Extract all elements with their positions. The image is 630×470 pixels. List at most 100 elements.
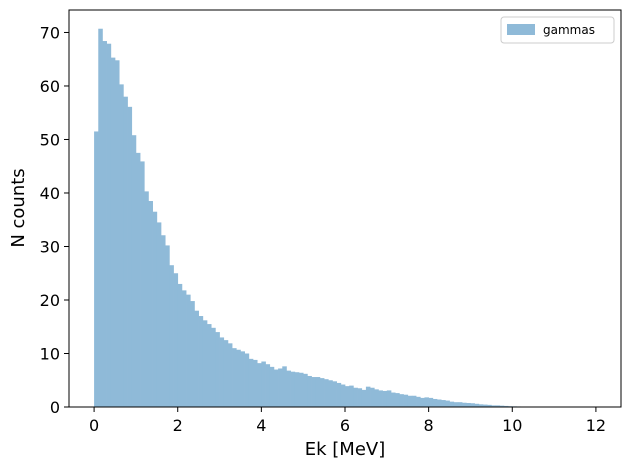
histogram-bar <box>236 349 241 407</box>
histogram-bar <box>194 310 199 407</box>
histogram-bar <box>211 327 216 407</box>
histogram-bar <box>181 290 187 407</box>
histogram-bar <box>98 28 103 407</box>
histogram-bar <box>190 301 195 407</box>
histogram-bar <box>123 96 128 408</box>
histogram-bar <box>311 377 317 407</box>
histogram-bar <box>495 405 501 407</box>
histogram-bar <box>411 395 417 407</box>
histogram-bar <box>186 294 191 407</box>
x-tick-label: 0 <box>89 416 99 435</box>
histogram-bar <box>332 381 337 407</box>
histogram-bar <box>303 373 308 407</box>
histogram-bar <box>449 401 455 407</box>
y-tick-label: 50 <box>40 130 60 149</box>
histogram-bar <box>219 337 225 407</box>
histogram-bar <box>487 404 492 407</box>
histogram-bar <box>152 211 158 407</box>
histogram-bar <box>294 372 300 407</box>
histogram-bar <box>457 402 463 407</box>
histogram-bar <box>156 222 162 407</box>
histogram-bar <box>102 41 107 407</box>
histogram-bar <box>253 359 258 407</box>
histogram-bar <box>135 152 141 407</box>
x-tick-label: 2 <box>173 416 183 435</box>
histogram-bar <box>248 358 254 407</box>
histogram-bar <box>110 57 116 408</box>
y-axis-label: N counts <box>8 168 29 247</box>
histogram-bar <box>144 191 149 407</box>
histogram-bar <box>169 265 174 407</box>
histogram-bar <box>165 245 170 407</box>
histogram-bar <box>416 396 421 407</box>
histogram-bar <box>290 371 296 407</box>
histogram-bar <box>470 403 475 407</box>
histogram-bar <box>207 324 212 407</box>
histogram-bar <box>131 135 137 407</box>
histogram-bar <box>232 348 237 407</box>
histogram-bar <box>299 372 304 407</box>
histogram-bar <box>395 393 400 407</box>
histogram-bar <box>462 402 467 407</box>
histogram-bar <box>161 235 166 407</box>
histogram-bar <box>278 368 283 407</box>
histogram-bar <box>453 402 459 407</box>
histogram-bar <box>424 397 429 407</box>
histogram-bar <box>499 405 505 407</box>
y-tick-label: 70 <box>40 23 60 42</box>
histogram-bar <box>240 351 245 407</box>
histogram-bar <box>361 389 367 407</box>
histogram-bar <box>420 397 425 407</box>
histogram-bar <box>445 400 450 407</box>
histogram-bar <box>432 398 438 407</box>
histogram-bar <box>399 394 404 407</box>
histogram-bar <box>478 404 484 407</box>
histogram-bar <box>244 353 250 407</box>
histogram-bar <box>403 394 409 407</box>
y-tick-label: 30 <box>40 237 60 256</box>
y-tick-label: 20 <box>40 291 60 310</box>
legend-frame <box>500 16 615 44</box>
histogram-bar <box>106 43 112 408</box>
histogram-bar <box>357 388 363 407</box>
histogram-bar <box>370 387 375 407</box>
histogram-bar <box>491 405 496 407</box>
x-tick-label: 8 <box>424 416 434 435</box>
histogram-bar <box>119 84 124 408</box>
x-axis: 0 2 4 6 8 10 12 <box>89 407 606 435</box>
histogram-bar <box>215 332 220 407</box>
y-axis: 0 10 20 30 40 50 60 70 <box>40 23 69 417</box>
histogram-bar <box>437 399 442 407</box>
histogram-bar <box>386 390 392 407</box>
histogram-bar <box>503 405 509 407</box>
histogram-bar <box>257 363 262 407</box>
histogram-bar <box>115 60 120 407</box>
histogram-bar <box>345 386 350 407</box>
histogram-bar <box>282 366 287 407</box>
x-tick-label: 12 <box>586 416 606 435</box>
y-tick-label: 0 <box>50 398 60 417</box>
x-tick-label: 4 <box>256 416 266 435</box>
histogram-bar <box>227 343 233 407</box>
histogram-bar <box>483 404 488 407</box>
histogram-bar <box>202 320 208 407</box>
x-tick-label: 6 <box>340 416 350 435</box>
histogram-bar <box>407 395 413 407</box>
histogram-bar <box>148 201 153 407</box>
histogram-bar <box>269 366 275 407</box>
histogram-bar <box>328 380 333 407</box>
histogram-bar <box>319 378 325 407</box>
histogram-bar <box>307 375 312 407</box>
legend-swatch <box>507 24 535 35</box>
y-tick-label: 60 <box>40 77 60 96</box>
histogram-bar <box>324 379 329 407</box>
histogram-bar <box>127 106 133 407</box>
histogram-bar <box>349 385 354 407</box>
histogram-bar <box>173 273 179 407</box>
legend: gammas <box>500 16 615 44</box>
histogram-bar <box>265 364 271 407</box>
histogram-bar <box>340 384 346 407</box>
x-tick-label: 10 <box>502 416 522 435</box>
histogram-bar <box>177 283 183 407</box>
